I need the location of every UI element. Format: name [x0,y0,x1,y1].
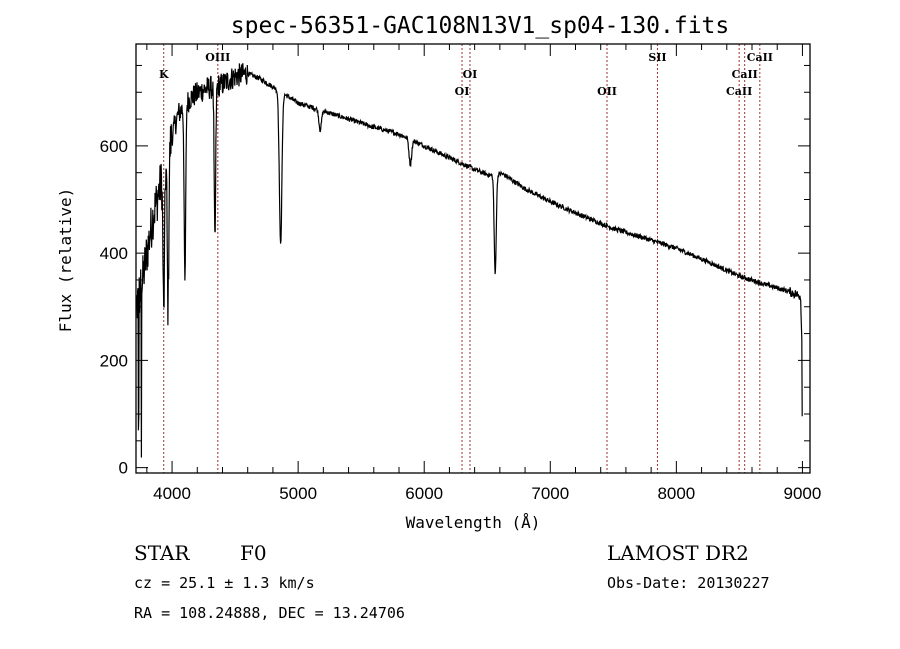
plot-frame [135,43,811,474]
y-axis: 0 200 400 600 [100,64,810,478]
line-markers [163,44,761,473]
line-marker-label: CaII [732,68,758,81]
x-tick-label: 7000 [531,484,569,503]
chart-title: spec-56351-GAC108N13V1_sp04-130.fits [231,13,730,39]
x-tick-label: 6000 [405,484,443,503]
line-marker-label: OI [463,68,478,81]
survey-name: LAMOST DR2 [607,541,749,565]
x-tick-label: 4000 [153,484,191,503]
x-axis: 4000 5000 6000 7000 8000 9000 [146,44,822,503]
x-tick-label: 9000 [784,484,822,503]
coordinates-text: RA = 108.24888, DEC = 13.24706 [134,604,405,622]
line-labels: K OIII OI OI OII SII CaII CaII CaII [159,51,773,98]
obs-date: Obs-Date: 20130227 [607,574,770,592]
line-marker-label: SII [648,51,666,64]
spectrum-line [135,63,803,458]
line-marker-label: K [159,68,169,81]
line-marker-label: CaII [747,51,773,64]
line-marker-label: OIII [205,51,230,64]
line-marker-label: CaII [726,85,752,98]
x-tick-label: 8000 [657,484,695,503]
x-tick-label: 5000 [279,484,317,503]
object-class: STAR [134,541,190,565]
object-subclass: F0 [240,541,267,565]
line-marker-label: OII [597,85,617,98]
y-axis-label: Flux (relative) [56,188,75,333]
redshift-text: cz = 25.1 ± 1.3 km/s [134,574,315,592]
y-tick-label: 200 [100,351,128,370]
y-tick-label: 0 [119,459,128,478]
y-tick-label: 600 [100,137,128,156]
y-tick-label: 400 [100,244,128,263]
x-axis-label: Wavelength (Å) [406,513,541,532]
line-marker-label: OI [455,85,470,98]
